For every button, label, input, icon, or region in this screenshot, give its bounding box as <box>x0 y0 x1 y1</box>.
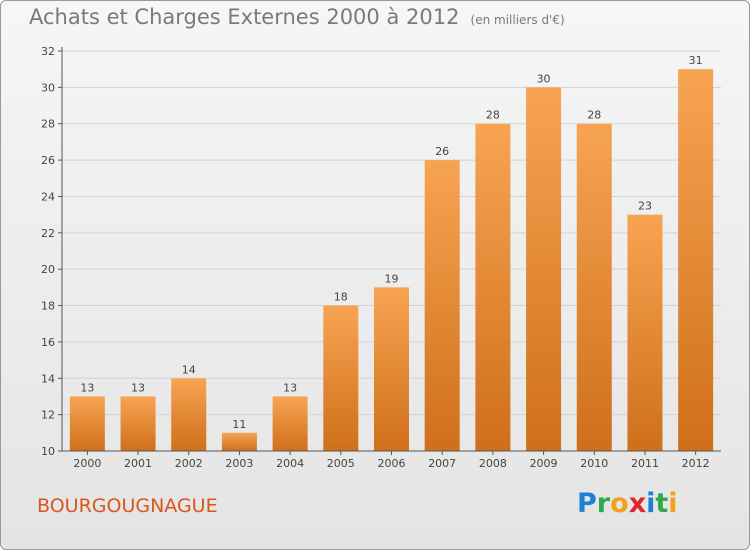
bar <box>526 87 562 451</box>
y-tick-label: 28 <box>41 118 55 131</box>
bar <box>171 378 207 451</box>
bar-value-label: 18 <box>334 291 348 304</box>
bar <box>678 69 714 451</box>
bar <box>374 287 409 451</box>
bar <box>221 432 257 451</box>
bar <box>424 160 460 451</box>
x-tick-label: 2011 <box>631 457 659 470</box>
x-tick-label: 2003 <box>225 457 253 470</box>
bar-value-label: 23 <box>638 200 652 213</box>
x-tick-label: 2006 <box>378 457 406 470</box>
x-tick-label: 2001 <box>124 457 152 470</box>
logo-letter: x <box>628 488 647 519</box>
x-tick-label: 2010 <box>580 457 608 470</box>
bar-value-label: 13 <box>131 381 145 394</box>
logo-letter: r <box>596 488 611 519</box>
bar-value-label: 30 <box>537 72 551 85</box>
bar-value-label: 28 <box>486 109 500 122</box>
logo-letter: t <box>655 488 669 519</box>
bar <box>627 214 663 451</box>
y-tick-label: 16 <box>41 336 55 349</box>
proxiti-logo: Proxiti <box>577 488 678 519</box>
x-tick-label: 2000 <box>73 457 101 470</box>
bar-value-label: 19 <box>385 272 399 285</box>
y-tick-label: 10 <box>41 445 55 458</box>
logo-letter: i <box>646 488 656 519</box>
y-tick-label: 26 <box>41 154 55 167</box>
labels: 13 13 14 11 13 18 19 26 28 30 28 23 31 <box>80 54 702 431</box>
bar-value-label: 13 <box>283 381 297 394</box>
chart-unit: (en milliers d'€) <box>470 13 565 27</box>
y-tick-label: 24 <box>41 190 55 203</box>
x-tick-label: 2005 <box>327 457 355 470</box>
bar-value-label: 28 <box>587 109 601 122</box>
bar <box>323 305 359 451</box>
commune-name: BOURGOUGNAGUE <box>37 495 218 517</box>
bar-value-label: 11 <box>232 418 246 431</box>
y-tick-label: 14 <box>41 372 55 385</box>
x-tick-label: 2009 <box>530 457 558 470</box>
logo-letter: i <box>668 488 678 519</box>
x-tick-label: 2004 <box>276 457 304 470</box>
bar <box>576 123 612 452</box>
bar <box>272 396 308 451</box>
y-tick-label: 22 <box>41 227 55 240</box>
x-tick-label: 2007 <box>428 457 456 470</box>
title-row: Achats et Charges Externes 2000 à 2012 (… <box>29 5 565 29</box>
y-tick-label: 32 <box>41 45 55 58</box>
bar <box>69 396 105 451</box>
y-tick-label: 12 <box>41 409 55 422</box>
logo-letter: P <box>577 488 597 519</box>
logo-letter: o <box>610 488 629 519</box>
y-tick-label: 30 <box>41 81 55 94</box>
x-tick-label: 2008 <box>479 457 507 470</box>
bar <box>120 396 156 451</box>
x-tick-label: 2002 <box>175 457 203 470</box>
bar <box>475 123 511 452</box>
bar-value-label: 26 <box>435 145 449 158</box>
chart-title: Achats et Charges Externes 2000 à 2012 <box>29 5 460 29</box>
x-tick-label: 2012 <box>682 457 710 470</box>
bar-value-label: 13 <box>80 381 94 394</box>
bars <box>69 69 714 452</box>
y-tick-label: 20 <box>41 263 55 276</box>
y-tick-label: 18 <box>41 300 55 313</box>
bar-value-label: 14 <box>182 363 196 376</box>
axes: 10 12 14 16 18 20 22 24 26 28 30 32 2000 2001 2002 2003… <box>41 45 721 470</box>
bar-value-label: 31 <box>689 54 703 67</box>
